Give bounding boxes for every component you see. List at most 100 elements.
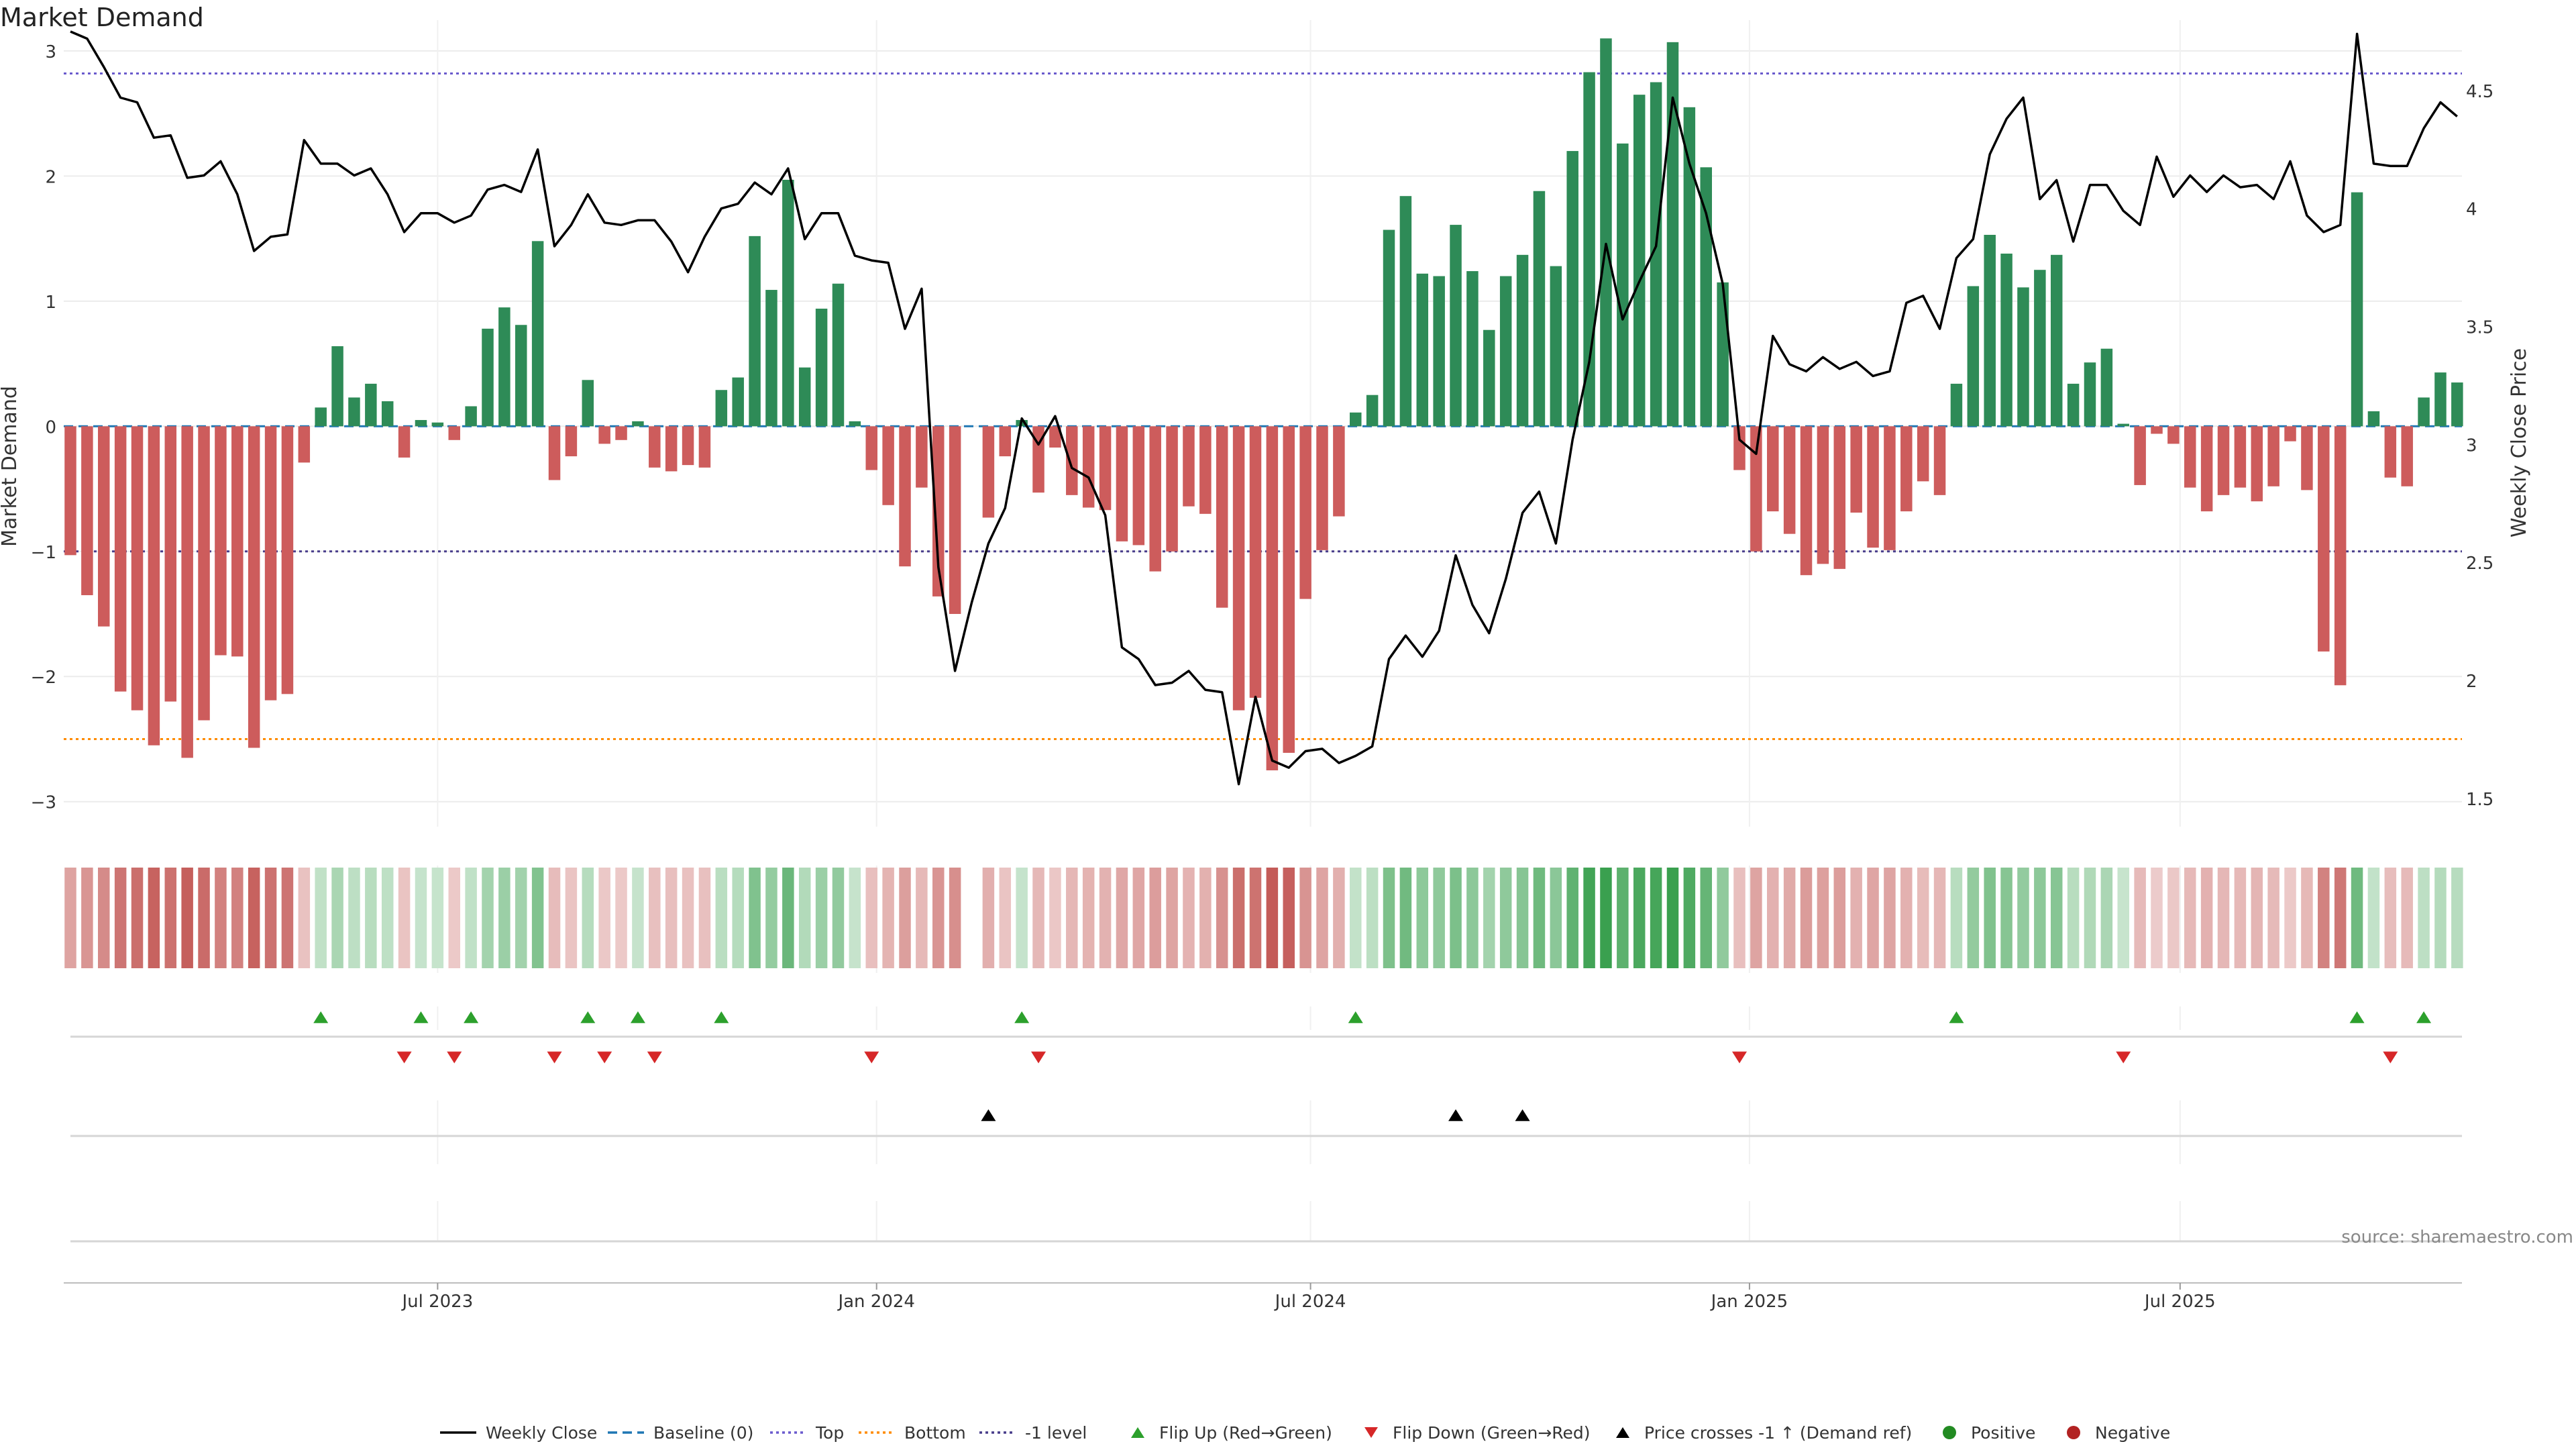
demand-bar bbox=[2184, 426, 2196, 488]
heat-cell bbox=[2351, 868, 2363, 968]
demand-bar bbox=[2017, 287, 2029, 427]
legend-label: Positive bbox=[1971, 1423, 2035, 1443]
heat-cell bbox=[1316, 868, 1328, 968]
demand-bar bbox=[2034, 270, 2046, 427]
heat-cell bbox=[1633, 868, 1646, 968]
legend-swatch bbox=[2067, 1426, 2080, 1439]
demand-bar bbox=[498, 307, 511, 427]
demand-bar bbox=[2301, 426, 2313, 490]
heat-cell bbox=[1850, 868, 1862, 968]
demand-bar bbox=[1733, 426, 1746, 470]
heat-cell bbox=[465, 868, 477, 968]
x-axis: Jul 2023 Jan 2024 Jul 2024 Jan 2025 Jul 2025 bbox=[64, 1282, 2462, 1312]
demand-bar bbox=[749, 236, 761, 427]
legend-label: Negative bbox=[2095, 1423, 2170, 1443]
demand-bar bbox=[415, 419, 427, 427]
demand-bar bbox=[181, 426, 193, 758]
demand-bar bbox=[2084, 362, 2096, 427]
y-tick-label: 3 bbox=[45, 42, 56, 62]
heat-cell bbox=[498, 868, 511, 968]
heat-cell bbox=[531, 868, 544, 968]
flip-up-marker bbox=[2416, 1011, 2432, 1023]
y2-tick-label: 2 bbox=[2466, 672, 2477, 692]
heat-cell bbox=[2084, 868, 2096, 968]
heat-cell bbox=[565, 868, 578, 968]
y-tick-label: −1 bbox=[31, 543, 56, 563]
heat-cell bbox=[2384, 868, 2397, 968]
heat-cell bbox=[815, 868, 828, 968]
flip-down-marker bbox=[597, 1051, 612, 1064]
heat-cell bbox=[1183, 868, 1195, 968]
y2-tick-label: 4.5 bbox=[2466, 82, 2493, 102]
demand-bar bbox=[281, 426, 294, 694]
legend-item: Positive bbox=[1943, 1423, 2035, 1443]
flip-up-marker bbox=[1348, 1011, 1363, 1023]
demand-bar bbox=[2367, 411, 2380, 427]
demand-bar bbox=[2418, 397, 2430, 427]
heat-cell bbox=[1733, 868, 1746, 968]
grid-layer bbox=[64, 20, 2462, 1241]
demand-bar bbox=[582, 380, 594, 427]
heat-cell bbox=[2167, 868, 2180, 968]
heat-cell bbox=[2434, 868, 2447, 968]
heat-cell bbox=[1416, 868, 1429, 968]
demand-bar bbox=[899, 426, 911, 567]
heat-cell bbox=[1750, 868, 1762, 968]
demand-bar bbox=[2351, 192, 2363, 427]
flip-up-marker bbox=[1014, 1011, 1030, 1023]
heat-cell bbox=[515, 868, 527, 968]
heat-cell bbox=[1600, 868, 1612, 968]
heat-cell bbox=[1800, 868, 1813, 968]
demand-bar bbox=[2434, 372, 2447, 427]
demand-bar bbox=[1933, 426, 1946, 495]
legend-swatch bbox=[1364, 1427, 1378, 1438]
demand-bar bbox=[2284, 426, 2296, 442]
heat-cell bbox=[1516, 868, 1529, 968]
demand-bar bbox=[1166, 426, 1178, 552]
heat-cell bbox=[482, 868, 494, 968]
legend-label: Bottom bbox=[904, 1423, 966, 1443]
legend-swatch bbox=[1616, 1427, 1629, 1438]
heat-cell bbox=[1917, 868, 1929, 968]
heat-cell bbox=[1767, 868, 1779, 968]
demand-bar bbox=[715, 390, 728, 427]
heat-cell bbox=[932, 868, 945, 968]
demand-bar bbox=[348, 397, 360, 427]
heat-cell bbox=[1700, 868, 1712, 968]
demand-bar bbox=[1299, 426, 1311, 599]
flip-down-marker bbox=[2383, 1051, 2398, 1064]
heat-cell bbox=[749, 868, 761, 968]
heat-cell bbox=[1900, 868, 1913, 968]
heat-cell bbox=[1216, 868, 1228, 968]
demand-bar bbox=[982, 426, 995, 518]
heat-cell bbox=[1049, 868, 1061, 968]
y2-tick-label: 4 bbox=[2466, 200, 2477, 220]
heat-cell bbox=[1650, 868, 1662, 968]
legend-label: Flip Down (Green→Red) bbox=[1393, 1423, 1591, 1443]
heat-cell bbox=[1550, 868, 1562, 968]
heat-cell bbox=[782, 868, 794, 968]
heat-cell bbox=[1717, 868, 1729, 968]
axes: 3 2 1 0 −1 −2 −3 4.5 4 3.5 3 2.5 2 1.5 bbox=[31, 42, 2494, 813]
heat-cell bbox=[2050, 868, 2063, 968]
heat-cell bbox=[2234, 868, 2247, 968]
flip-down-marker bbox=[2116, 1051, 2131, 1064]
demand-bar bbox=[1717, 282, 1729, 427]
heat-cell bbox=[949, 868, 961, 968]
demand-bar bbox=[1666, 42, 1679, 427]
demand-bar bbox=[1216, 426, 1228, 608]
demand-bar bbox=[2000, 253, 2012, 427]
demand-bar bbox=[1817, 426, 1829, 564]
demand-bar bbox=[2234, 426, 2247, 488]
heat-cell bbox=[1666, 868, 1679, 968]
heat-cell bbox=[2267, 868, 2279, 968]
demand-bar bbox=[1850, 426, 1862, 513]
demand-bar bbox=[932, 426, 945, 597]
demand-bar bbox=[1333, 426, 1345, 517]
demand-bar bbox=[1683, 107, 1696, 427]
heat-cell bbox=[582, 868, 594, 968]
demand-bar bbox=[999, 426, 1012, 457]
heat-cell bbox=[1399, 868, 1412, 968]
demand-bar bbox=[882, 426, 894, 505]
demand-bar bbox=[565, 426, 578, 457]
